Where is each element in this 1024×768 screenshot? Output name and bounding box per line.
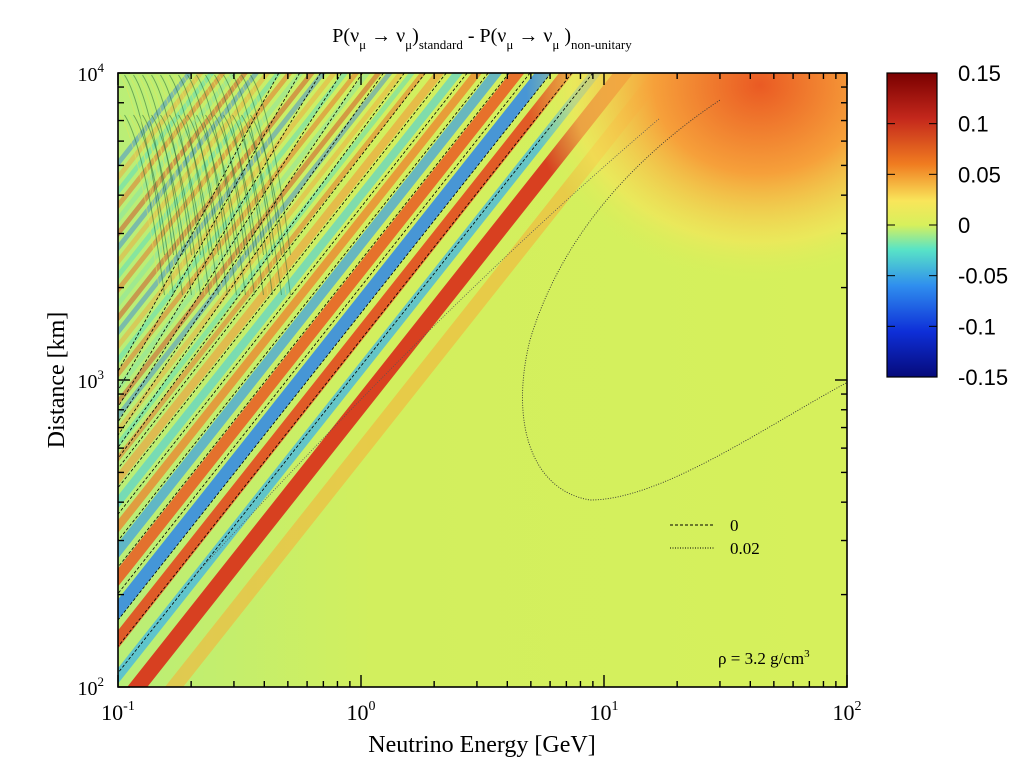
- contour-dotted: [194, 117, 661, 576]
- x-tick-label: 102: [833, 699, 862, 725]
- colorbar-label: -0.15: [958, 365, 1008, 390]
- contour-dashed: [118, 73, 531, 595]
- heatmap-plot: [118, 73, 847, 687]
- y-tick-label: 103: [78, 367, 105, 393]
- y-tick-label: 104: [78, 60, 105, 86]
- x-axis-label: Neutrino Energy [GeV]: [368, 732, 595, 758]
- contour-dotted: [522, 99, 847, 501]
- x-tick-label: 100: [347, 699, 376, 725]
- chart-title: P(νμ → νμ)standard - P(νμ → νμ )non-unit…: [332, 25, 632, 52]
- colorbar-label: 0: [958, 213, 970, 238]
- x-tick-labels: 10-1 100 101 102: [101, 699, 861, 725]
- contour-dashed: [118, 73, 301, 392]
- contour-dashed: [118, 73, 405, 460]
- colorbar-label: -0.05: [958, 264, 1008, 289]
- contour-dashed: [118, 73, 384, 449]
- colorbar-label: -0.1: [958, 314, 996, 339]
- y-axis-label: Distance [km]: [44, 312, 70, 449]
- y-tick-labels: 102 103 104: [78, 60, 105, 700]
- contour-dashed: [118, 73, 447, 489]
- colorbar-label: 0.15: [958, 61, 1001, 86]
- contour-dashed: [118, 73, 468, 515]
- contour-dashed: [118, 73, 594, 674]
- density-annotation: ρ = 3.2 g/cm3: [718, 648, 810, 668]
- x-tick-label: 101: [590, 699, 619, 725]
- y-tick-label: 102: [78, 674, 105, 700]
- contour-dashed: [118, 73, 552, 621]
- legend-label-0: 0: [730, 516, 739, 535]
- contour-lines: [118, 73, 847, 674]
- contour-dashed: [118, 73, 342, 423]
- colorbar: [886, 72, 938, 378]
- x-tick-label: 10-1: [101, 699, 135, 725]
- colorbar-label: 0.1: [958, 112, 989, 137]
- axis-ticks: [117, 72, 848, 688]
- contour-dashed: [118, 73, 489, 542]
- colorbar-label: 0.05: [958, 162, 1001, 187]
- contour-dashed: [118, 73, 510, 568]
- legend-label-002: 0.02: [730, 539, 760, 558]
- contour-dashed: [118, 73, 363, 437]
- contour-dashed: [118, 73, 573, 648]
- contour-dashed: [118, 73, 280, 373]
- colorbar-labels: 0.15 0.1 0.05 0 -0.05 -0.1 -0.15: [887, 61, 1008, 390]
- legend: 0 0.02: [670, 516, 760, 558]
